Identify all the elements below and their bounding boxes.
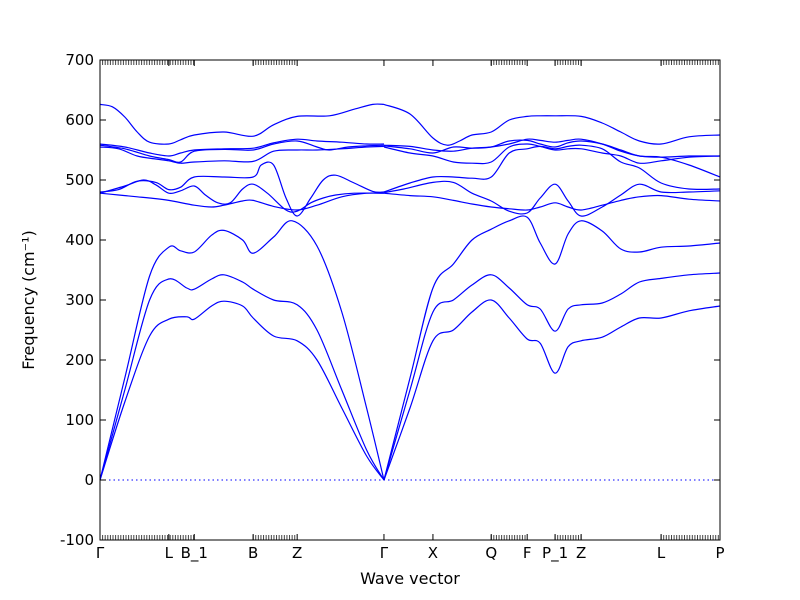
- band-line-1: [99, 274, 385, 481]
- band-line-11: [383, 215, 721, 481]
- band-line-17: [383, 143, 721, 165]
- x-tick-label: Z: [292, 544, 302, 562]
- x-tick-label: X: [428, 544, 438, 562]
- x-tick-label: L: [165, 544, 174, 562]
- band-line-8: [99, 140, 384, 163]
- band-line-6: [99, 161, 384, 217]
- x-tick-label: P_1: [542, 544, 568, 563]
- band-line-20: [383, 103, 721, 146]
- band-line-14: [383, 192, 721, 211]
- band-line-3: [99, 220, 385, 481]
- y-tick-label: 500: [65, 171, 94, 189]
- y-tick-label: 400: [65, 231, 94, 249]
- band-line-15: [383, 180, 721, 217]
- plot-frame: [99, 59, 721, 541]
- x-tick-label: B_1: [181, 544, 208, 563]
- band-line-5: [99, 179, 384, 213]
- x-tick-label: F: [523, 544, 532, 562]
- y-axis-label: Frequency (cm⁻¹): [19, 230, 38, 369]
- band-line-9: [99, 138, 384, 157]
- x-tick-label: L: [657, 544, 666, 562]
- x-axis-label: Wave vector: [360, 569, 460, 588]
- x-tick-label: Γ: [96, 544, 105, 562]
- y-tick-label: 200: [65, 351, 94, 369]
- band-line-4: [99, 192, 384, 211]
- band-line-16: [383, 144, 721, 193]
- x-axis-ticks: Γ L B_1 B Z Γ X Q F P_1 Z L P: [96, 60, 725, 563]
- x-tick-label: Γ: [380, 544, 389, 562]
- band-line-18: [383, 139, 721, 178]
- y-tick-label: 600: [65, 111, 94, 129]
- x-tick-label: Z: [576, 544, 586, 562]
- y-tick-label: 0: [84, 471, 94, 489]
- band-line-13: [383, 299, 721, 481]
- band-line-2: [99, 300, 385, 481]
- band-line-10: [99, 103, 384, 145]
- y-tick-label: 700: [65, 51, 94, 69]
- y-tick-label: -100: [60, 531, 94, 549]
- band-line-12: [383, 272, 721, 481]
- dense-minor-ticks: [99, 60, 719, 540]
- x-tick-label: P: [715, 544, 724, 562]
- x-tick-label: B: [248, 544, 258, 562]
- band-line-19: [383, 138, 721, 158]
- y-axis-ticks: -100 0 100 200 300 400 500 600 700: [60, 51, 720, 549]
- x-tick-label: Q: [485, 544, 497, 562]
- y-tick-label: 300: [65, 291, 94, 309]
- phonon-bands: [99, 103, 721, 481]
- y-tick-label: 100: [65, 411, 94, 429]
